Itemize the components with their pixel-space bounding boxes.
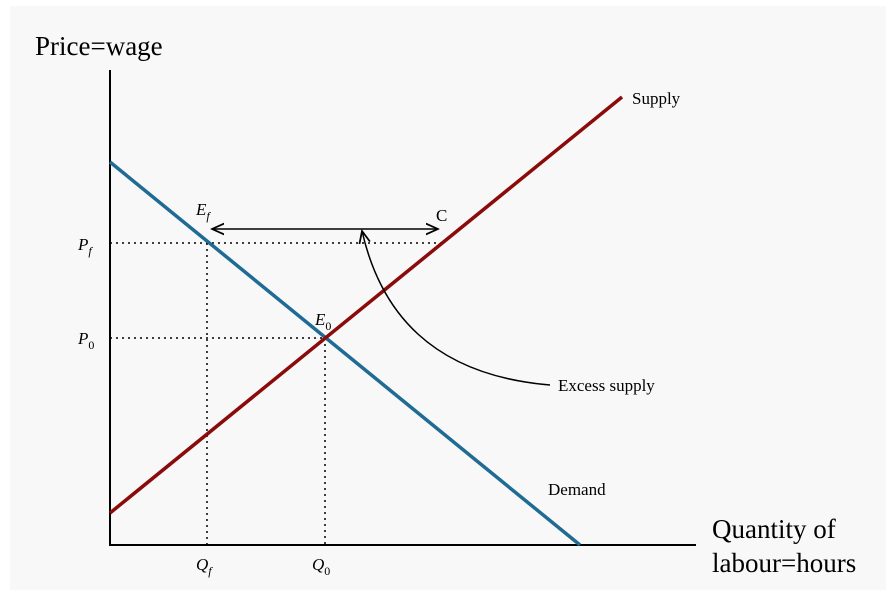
point-label: Pf xyxy=(77,235,93,258)
guides xyxy=(110,242,443,545)
label-sub: f xyxy=(88,244,93,258)
point-label: Qf xyxy=(196,555,213,578)
excess-label: Excess supply xyxy=(558,376,655,395)
x-axis-label: Quantity of xyxy=(712,514,836,544)
label-sub: 0 xyxy=(324,564,330,578)
demand-curve xyxy=(108,160,582,547)
excess-pointer xyxy=(362,231,551,386)
point-label: P0 xyxy=(77,329,94,352)
label-sub: 0 xyxy=(325,319,331,333)
label-base: P xyxy=(77,329,88,348)
y-axis-label: Price=wage xyxy=(35,31,163,61)
point-label: Q0 xyxy=(312,555,330,578)
label-sub: f xyxy=(206,209,211,223)
label-base: P xyxy=(77,235,88,254)
point-label: E0 xyxy=(314,310,331,333)
label-sub: f xyxy=(208,564,213,578)
label-sub: 0 xyxy=(88,338,94,352)
background xyxy=(10,6,886,590)
label-base: E xyxy=(314,310,326,329)
x-axis-label: labour=hours xyxy=(712,548,856,578)
label-base: Q xyxy=(196,555,208,574)
label-base: Q xyxy=(312,555,324,574)
demand-label: Demand xyxy=(548,480,606,499)
supply-curve xyxy=(108,95,624,515)
point-label: Ef xyxy=(195,200,211,223)
supply-label: Supply xyxy=(632,89,681,108)
point-label: C xyxy=(436,206,447,225)
label-base: E xyxy=(195,200,207,219)
